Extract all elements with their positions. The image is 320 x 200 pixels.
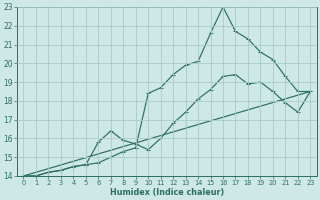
X-axis label: Humidex (Indice chaleur): Humidex (Indice chaleur) xyxy=(110,188,224,197)
